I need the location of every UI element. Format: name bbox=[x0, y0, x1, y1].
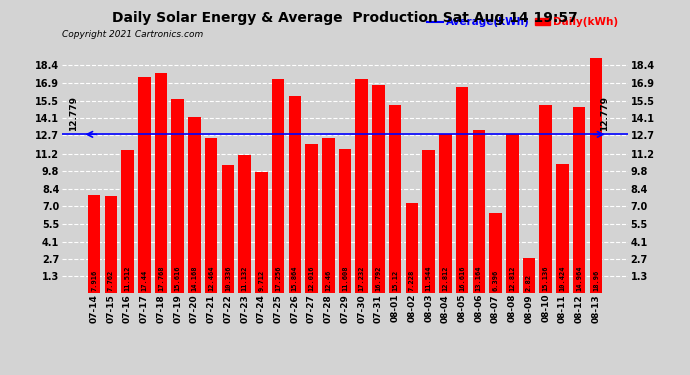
Bar bbox=[322, 138, 335, 292]
Legend: Average(kWh), Daily(kWh): Average(kWh), Daily(kWh) bbox=[423, 13, 622, 32]
Bar bbox=[439, 134, 452, 292]
Bar bbox=[473, 130, 485, 292]
Text: 11.512: 11.512 bbox=[125, 265, 130, 291]
Bar bbox=[121, 150, 134, 292]
Text: 12.46: 12.46 bbox=[325, 269, 331, 291]
Bar bbox=[305, 144, 318, 292]
Text: 10.424: 10.424 bbox=[560, 265, 565, 291]
Bar bbox=[238, 155, 251, 292]
Text: 11.132: 11.132 bbox=[241, 265, 248, 291]
Text: 15.12: 15.12 bbox=[392, 269, 398, 291]
Text: Copyright 2021 Cartronics.com: Copyright 2021 Cartronics.com bbox=[62, 30, 204, 39]
Text: 11.544: 11.544 bbox=[426, 265, 432, 291]
Bar bbox=[422, 150, 435, 292]
Bar bbox=[372, 85, 385, 292]
Bar bbox=[221, 165, 234, 292]
Bar bbox=[523, 258, 535, 292]
Text: 15.136: 15.136 bbox=[543, 265, 549, 291]
Text: 2.82: 2.82 bbox=[526, 274, 532, 291]
Text: 14.964: 14.964 bbox=[576, 265, 582, 291]
Bar bbox=[355, 79, 368, 292]
Bar bbox=[406, 203, 418, 292]
Text: 10.336: 10.336 bbox=[225, 265, 231, 291]
Text: 7.228: 7.228 bbox=[409, 269, 415, 291]
Text: 13.164: 13.164 bbox=[476, 265, 482, 291]
Bar bbox=[138, 76, 150, 292]
Text: 17.768: 17.768 bbox=[158, 265, 164, 291]
Bar bbox=[540, 105, 552, 292]
Bar bbox=[489, 213, 502, 292]
Text: 9.712: 9.712 bbox=[258, 269, 264, 291]
Text: 15.864: 15.864 bbox=[292, 265, 298, 291]
Bar bbox=[506, 134, 519, 292]
Bar bbox=[456, 87, 469, 292]
Text: 17.256: 17.256 bbox=[275, 265, 281, 291]
Text: 15.616: 15.616 bbox=[175, 265, 181, 291]
Text: 7.916: 7.916 bbox=[91, 269, 97, 291]
Text: 12.464: 12.464 bbox=[208, 265, 214, 291]
Bar bbox=[339, 149, 351, 292]
Text: 17.232: 17.232 bbox=[359, 265, 365, 291]
Text: 17.44: 17.44 bbox=[141, 269, 147, 291]
Bar bbox=[573, 107, 585, 292]
Text: 16.616: 16.616 bbox=[459, 265, 465, 291]
Bar bbox=[288, 96, 301, 292]
Bar bbox=[255, 172, 268, 292]
Bar bbox=[556, 164, 569, 292]
Text: 12.779: 12.779 bbox=[600, 96, 609, 130]
Text: 7.762: 7.762 bbox=[108, 269, 114, 291]
Text: 12.812: 12.812 bbox=[442, 265, 448, 291]
Text: 16.792: 16.792 bbox=[375, 265, 382, 291]
Bar bbox=[155, 73, 167, 292]
Bar bbox=[88, 195, 100, 292]
Bar bbox=[171, 99, 184, 292]
Text: 14.168: 14.168 bbox=[191, 265, 197, 291]
Text: 6.396: 6.396 bbox=[493, 269, 499, 291]
Text: 18.96: 18.96 bbox=[593, 269, 599, 291]
Bar bbox=[590, 58, 602, 292]
Text: Daily Solar Energy & Average  Production Sat Aug 14 19:57: Daily Solar Energy & Average Production … bbox=[112, 11, 578, 25]
Bar bbox=[188, 117, 201, 292]
Bar bbox=[272, 79, 284, 292]
Text: 12.016: 12.016 bbox=[308, 265, 315, 291]
Text: 11.608: 11.608 bbox=[342, 265, 348, 291]
Text: 12.779: 12.779 bbox=[70, 96, 79, 130]
Bar bbox=[205, 138, 217, 292]
Bar bbox=[105, 196, 117, 292]
Text: 12.812: 12.812 bbox=[509, 265, 515, 291]
Bar bbox=[389, 105, 402, 292]
